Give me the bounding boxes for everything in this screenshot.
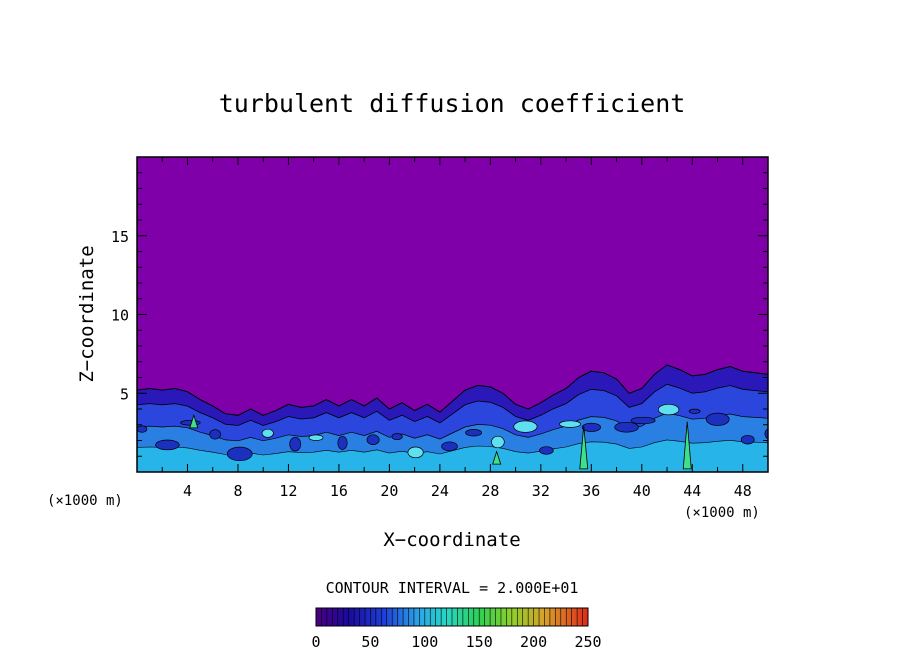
x-tick-label: 12 — [279, 482, 297, 500]
eddy-contour — [337, 435, 348, 450]
x-tick-label: 8 — [233, 482, 242, 500]
x-tick-label: 48 — [734, 482, 752, 500]
y-tick-label: 15 — [111, 228, 129, 246]
y-tick-label: 10 — [111, 307, 129, 325]
eddy-contour — [491, 435, 505, 449]
x-tick-label: 40 — [633, 482, 651, 500]
eddy-contour — [559, 420, 582, 428]
x-tick-label: 36 — [582, 482, 600, 500]
colorbar-tick-label: 200 — [520, 633, 547, 651]
turbulent-field — [137, 364, 768, 472]
eddy-contour — [581, 422, 602, 432]
x-tick-label: 44 — [683, 482, 701, 500]
eddy-contour — [137, 425, 148, 433]
eddy-contour — [261, 428, 274, 438]
x-tick-label: 20 — [380, 482, 398, 500]
eddy-contour — [740, 434, 755, 445]
colorbar-levels — [321, 608, 583, 626]
x-tick-label: 24 — [431, 482, 449, 500]
colorbar-ticks: 0 50 100 150 200 250 — [311, 633, 601, 651]
eddy-contour — [441, 441, 458, 452]
colorbar-tick-label: 250 — [574, 633, 601, 651]
x-unit-right: (×1000 m) — [684, 505, 760, 521]
eddy-contour — [180, 420, 201, 426]
x-tick-label: 16 — [330, 482, 348, 500]
hot-spot — [682, 421, 692, 470]
eddy-contour — [630, 416, 656, 425]
hot-spot — [189, 413, 199, 429]
contour-interval-label: CONTOUR INTERVAL = 2.000E+01 — [326, 579, 579, 597]
eddy-contour — [366, 434, 380, 446]
eddy-contour — [226, 446, 253, 462]
x-tick-label: 28 — [481, 482, 499, 500]
eddy-contour — [155, 439, 180, 451]
eddy-contour — [209, 429, 221, 440]
eddy-contour — [289, 436, 302, 452]
x-unit-left: (×1000 m) — [47, 493, 123, 509]
hot-spot — [492, 450, 502, 465]
eddy-contour — [539, 446, 554, 455]
y-axis-label: Z−coordinate — [76, 245, 98, 382]
eddy-contour — [391, 433, 403, 441]
chart-title: turbulent diffusion coefficient — [219, 89, 686, 118]
colorbar-tick-label: 50 — [361, 633, 379, 651]
x-tick-label: 4 — [183, 482, 192, 500]
colorbar-tick-label: 150 — [466, 633, 493, 651]
eddy-contour — [407, 446, 424, 459]
eddy-contour — [614, 421, 639, 433]
colorbar-tick-label: 100 — [411, 633, 438, 651]
eddy-contour — [657, 403, 680, 416]
eddy-contour — [465, 429, 482, 437]
eddy-contour — [764, 428, 768, 440]
x-axis: 4 8 12 16 20 24 28 32 36 40 44 48 — [161, 157, 752, 500]
eddy-contour — [308, 434, 324, 441]
x-axis-label: X−coordinate — [383, 529, 520, 551]
x-tick-label: 32 — [532, 482, 550, 500]
y-axis: 5 10 15 — [111, 172, 768, 457]
eddy-contour — [688, 408, 701, 414]
hot-spot — [579, 426, 589, 470]
colorbar-tick-label: 0 — [311, 633, 320, 651]
y-tick-label: 5 — [120, 385, 129, 403]
eddy-contour — [513, 420, 538, 433]
eddy-contour — [705, 412, 730, 426]
